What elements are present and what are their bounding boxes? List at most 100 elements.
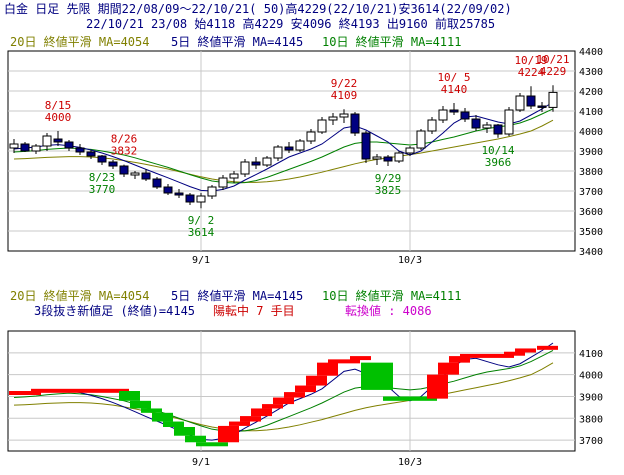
up-block: [317, 362, 338, 376]
annotation-date: 10/21: [536, 53, 569, 66]
break-signal-label: 陽転中 7 手目: [213, 303, 295, 318]
candle-down: [449, 109, 459, 113]
candle-up: [273, 146, 283, 159]
break-turn-label: 転換値 : 4086: [345, 303, 432, 318]
candle-up: [438, 109, 448, 121]
candlestick-chart: 3400 3500 3600 3700 3800 3900 4000 4100 4200 4300…: [7, 34, 603, 266]
annotation-date: 10/ 5: [437, 71, 470, 84]
candle-down: [251, 161, 261, 166]
price-x-tick: 10/3: [398, 255, 422, 266]
candle-up: [42, 135, 52, 147]
candle-down: [174, 192, 184, 196]
candle-up: [328, 116, 338, 121]
annotation-value: 3825: [375, 184, 402, 197]
candle-down: [53, 138, 63, 143]
candle-down: [526, 95, 536, 107]
annotation-date: 8/23: [89, 171, 116, 184]
annotation-value: 4140: [441, 83, 468, 96]
up-block: [251, 408, 272, 417]
candle-down: [108, 161, 118, 167]
price-y-tick: 3800: [579, 167, 603, 178]
down-block: [130, 400, 151, 409]
candle-up: [405, 147, 415, 154]
price-legend: 20日 終値平滑 MA=4054 5日 終値平滑 MA=4145 10日 終値平…: [10, 34, 461, 49]
up-block: [229, 421, 250, 426]
candle-up: [31, 145, 41, 152]
down-block: [196, 442, 228, 447]
annotation-date: 8/15: [45, 99, 72, 112]
up-block: [504, 351, 525, 356]
candle-up: [229, 173, 239, 179]
up-block: [9, 391, 41, 395]
up-block: [31, 388, 129, 393]
three-line-break-chart: 3700 3800 3900 4000 4100 9/1 10/3 20日 終値平滑 MA…: [7, 288, 603, 468]
candle-down: [20, 143, 30, 152]
candle-down: [86, 151, 96, 157]
candle-down: [185, 194, 195, 203]
price-y-tick: 4400: [579, 47, 603, 58]
up-block: [438, 362, 459, 375]
price-x-axis: 9/1 10/3: [192, 255, 422, 266]
up-block: [218, 425, 239, 443]
up-block: [262, 404, 283, 409]
chart-header: 白金 日足 先限 期間22/08/09～22/10/21( 50)高4229(2…: [0, 0, 624, 33]
candle-up: [372, 156, 382, 160]
annotation-date: 9/29: [375, 172, 402, 185]
price-y-tick: 4100: [579, 107, 603, 118]
candle-down: [493, 124, 503, 135]
annotation-value: 3770: [89, 183, 116, 196]
price-y-tick: 3700: [579, 187, 603, 198]
annotation-date: 10/14: [481, 144, 514, 157]
candle-down: [383, 156, 393, 162]
break-base-label: 3段抜き新値足 (終値)=4145: [34, 303, 195, 318]
candle-up: [207, 186, 217, 197]
annotation-date: 9/ 2: [188, 214, 215, 227]
annotation-date: 9/22: [331, 77, 358, 90]
up-block: [427, 374, 448, 399]
break-y-tick: 3800: [579, 414, 603, 425]
break-y-tick: 3700: [579, 436, 603, 447]
candle-down: [284, 146, 294, 151]
candle-up: [548, 91, 558, 108]
candle-down: [361, 132, 371, 160]
legend-ma20: 20日 終値平滑 MA=4054: [10, 34, 149, 49]
price-y-tick: 3500: [579, 227, 603, 238]
up-block: [273, 397, 294, 405]
header-line-2: 22/10/21 23/08 始4118 高4229 安4096 終4193 出…: [86, 17, 496, 31]
candle-down: [141, 172, 151, 180]
annotation-value: 4224: [518, 66, 545, 79]
legend-ma10: 10日 終値平滑 MA=4111: [322, 34, 461, 49]
candle-down: [460, 111, 470, 120]
candles: [9, 85, 558, 209]
candle-up: [196, 195, 206, 203]
candle-down: [64, 141, 74, 149]
price-y-tick: 3400: [579, 247, 603, 258]
up-block: [328, 359, 360, 364]
up-block: [295, 385, 316, 393]
header-line-1: 白金 日足 先限 期間22/08/09～22/10/21( 50)高4229(2…: [4, 2, 512, 16]
candle-down: [75, 147, 85, 153]
candle-up: [306, 131, 316, 142]
annotation-value: 4109: [331, 89, 358, 102]
break-blocks: [9, 345, 558, 447]
break-y-tick: 3900: [579, 392, 603, 403]
candle-down: [537, 105, 547, 108]
price-x-tick: 9/1: [192, 255, 210, 266]
legend-ma5: 5日 終値平滑 MA=4145: [171, 34, 303, 49]
break-legend: 20日 終値平滑 MA=4054 5日 終値平滑 MA=4145 10日 終値平…: [10, 288, 461, 318]
candle-up: [9, 143, 19, 149]
legend-ma10-bottom: 10日 終値平滑 MA=4111: [322, 288, 461, 303]
candle-down: [119, 165, 129, 175]
candle-up: [482, 124, 492, 129]
up-block: [449, 356, 470, 363]
price-y-tick: 3600: [579, 207, 603, 218]
candle-up: [504, 109, 514, 135]
annotation-value: 4229: [540, 65, 567, 78]
legend-ma20-bottom: 20日 終値平滑 MA=4054: [10, 288, 149, 303]
break-y-tick: 4100: [579, 349, 603, 360]
annotation-date: 10/19: [514, 54, 547, 67]
candle-up: [317, 119, 327, 133]
up-block: [350, 356, 371, 361]
up-block: [306, 375, 327, 386]
